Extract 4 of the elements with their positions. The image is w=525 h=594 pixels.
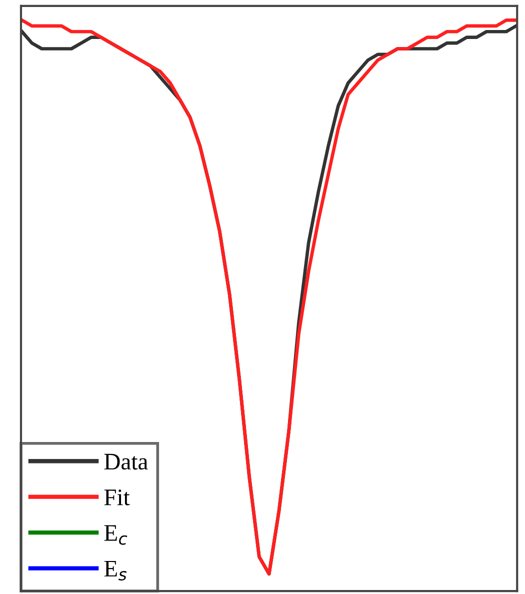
legend-label: E$_{s}$	[104, 560, 127, 581]
legend-label: Fit	[104, 489, 130, 506]
legend-label: Data	[104, 454, 148, 470]
legend-label: E$_{c}$	[104, 525, 128, 545]
